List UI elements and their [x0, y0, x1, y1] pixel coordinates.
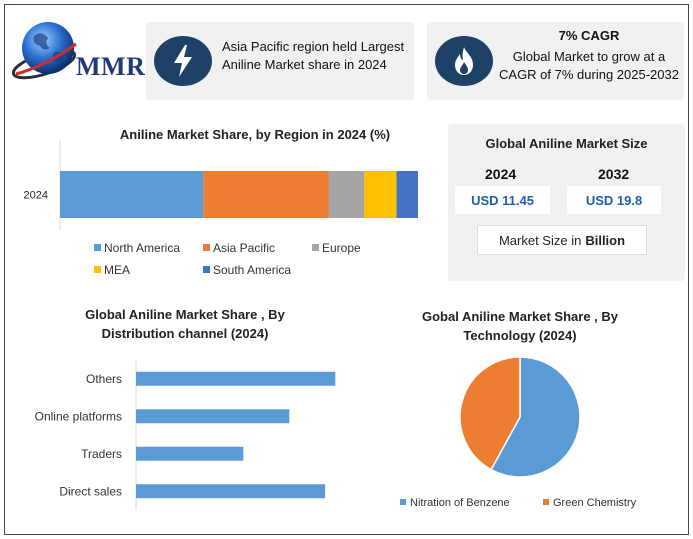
market-size-unit-bold: Billion [585, 232, 626, 248]
cagr-title: 7% CAGR [558, 28, 620, 43]
distribution-chart-title: Global Aniline Market Share , By Distrib… [85, 307, 285, 341]
flame-icon [435, 36, 493, 86]
market-size-year-2024: 2024 [485, 166, 517, 182]
market-size-value-2032: USD 19.8 [567, 186, 661, 214]
lightning-icon [154, 36, 212, 86]
cagr-text: Global Market to grow at a CAGR of 7% du… [499, 49, 679, 82]
mmr-logo: MMR [10, 16, 145, 86]
market-size-value-2024: USD 11.45 [455, 186, 550, 214]
market-size-panel: Global Aniline Market Size 2024 2032 USD… [448, 124, 685, 281]
market-size-unit: Market Size in Billion [477, 225, 647, 255]
infographic-frame [4, 4, 689, 535]
region-highlight-card: Asia Pacific region held Largest Aniline… [146, 22, 414, 100]
market-size-unit-prefix: Market Size in [498, 232, 582, 248]
technology-chart-title: Gobal Aniline Market Share , By Technolo… [421, 309, 618, 343]
region-chart-title: Aniline Market Share, by Region in 2024 … [119, 127, 391, 142]
region-highlight-text: Asia Pacific region held Largest Aniline… [222, 39, 405, 72]
cagr-card: 7% CAGR Global Market to grow at a CAGR … [427, 22, 684, 100]
market-size-year-2032: 2032 [598, 166, 630, 182]
logo-text: MMR [76, 52, 146, 81]
market-size-title: Global Aniline Market Size [485, 136, 648, 151]
globe-icon [11, 22, 77, 80]
